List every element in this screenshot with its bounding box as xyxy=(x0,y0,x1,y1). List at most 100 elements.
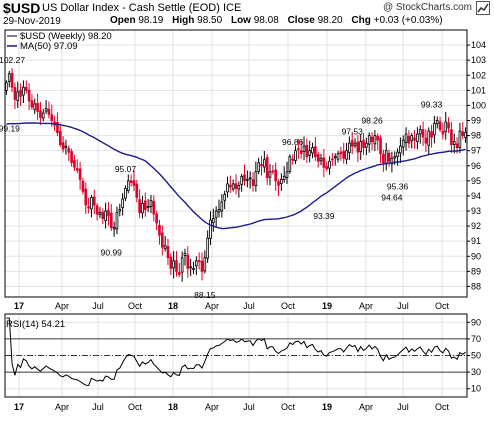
time-tick-label: Oct xyxy=(281,301,296,311)
candle-body xyxy=(285,171,289,178)
candle-body xyxy=(169,256,173,269)
candle-body xyxy=(407,135,411,144)
candle-body xyxy=(379,137,382,155)
candle-body xyxy=(237,184,241,190)
candle-body xyxy=(67,148,71,153)
candle-body xyxy=(73,160,76,168)
candle-body xyxy=(138,199,141,213)
candle-body xyxy=(149,200,153,207)
price-annotation: 95.07 xyxy=(115,164,137,174)
candle-body xyxy=(160,232,164,248)
candle-body xyxy=(50,114,54,121)
candle-body xyxy=(260,164,263,167)
price-annotation: 95.36 xyxy=(387,181,409,191)
candle-body xyxy=(319,157,323,162)
candle-body xyxy=(87,206,90,209)
candle-body xyxy=(421,129,425,138)
candle-body xyxy=(348,142,351,153)
price-annotations: 102.27 99.19 95.07 90.99 88.15 96.86 93.39 97.5… xyxy=(0,55,442,300)
candle-body xyxy=(297,148,300,151)
price-tick-label: 92 xyxy=(471,221,481,231)
candle-body xyxy=(413,137,416,141)
candle-body xyxy=(399,145,402,154)
time-tick-label: Apr xyxy=(205,301,219,311)
price-tick-label: 95 xyxy=(471,176,481,186)
candle-body xyxy=(78,168,82,180)
candle-body xyxy=(132,180,136,186)
candle-body xyxy=(370,136,374,143)
time-tick-label: Jul xyxy=(397,402,409,412)
candle-body xyxy=(308,150,312,156)
candle-body xyxy=(311,147,314,154)
candle-body xyxy=(356,141,360,153)
candle-body xyxy=(129,180,133,183)
price-annotation: 99.19 xyxy=(0,124,20,134)
candle-body xyxy=(450,129,453,146)
price-tick-label: 96 xyxy=(471,161,481,171)
candle-body xyxy=(243,174,246,182)
rsi-legend: RSI(14) 54.21 xyxy=(6,319,65,330)
candle-body xyxy=(214,210,218,218)
exchange-label: ICE xyxy=(222,2,242,14)
candle-body xyxy=(382,153,385,164)
rsi-tick-label: 30 xyxy=(471,367,481,377)
candle-body xyxy=(146,206,150,208)
candle-body xyxy=(124,187,127,199)
time-tick-label: Oct xyxy=(281,402,296,412)
candle-body xyxy=(220,201,224,212)
time-tick-label: Jul xyxy=(92,402,104,412)
candle-body xyxy=(331,158,334,161)
rsi-tick-label: 90 xyxy=(471,317,481,327)
candle-body xyxy=(158,224,161,236)
candle-body xyxy=(95,205,99,215)
candle-body xyxy=(109,212,113,229)
candle-body xyxy=(339,151,343,155)
price-annotation: 99.33 xyxy=(421,100,443,110)
time-tick-label: Apr xyxy=(55,301,69,311)
candle-body xyxy=(231,183,235,190)
candle-body xyxy=(143,200,147,210)
chart-header: $USD US Dollar Index - Cash Settle (EOD)… xyxy=(0,0,494,30)
candle-body xyxy=(274,169,278,182)
candle-body xyxy=(234,183,238,189)
stockcharts-logo-icon xyxy=(476,1,490,15)
rsi-tick-label: 10 xyxy=(471,384,481,394)
candle-body xyxy=(444,121,448,132)
candle-body xyxy=(251,179,255,186)
candle-body xyxy=(246,178,249,181)
ma-legend: MA(50) 97.09 xyxy=(20,41,78,52)
candle-body xyxy=(316,153,320,162)
candle-body xyxy=(305,144,309,158)
price-legend: $USD (Weekly) 98.20 xyxy=(20,31,112,42)
candle-body xyxy=(455,143,459,149)
candle-body xyxy=(98,212,102,215)
candle-body xyxy=(387,152,391,162)
candle-body xyxy=(163,245,167,249)
candle-body xyxy=(353,142,357,147)
candle-body xyxy=(226,183,229,193)
candle-body xyxy=(180,257,184,273)
time-tick-label: 17 xyxy=(14,402,24,412)
candle-body xyxy=(229,184,232,188)
time-tick-label: Apr xyxy=(55,402,69,412)
time-tick-label: 18 xyxy=(168,301,178,311)
candles xyxy=(5,68,467,282)
candle-body xyxy=(328,160,331,169)
rsi-grid xyxy=(5,314,467,397)
time-tick-label: Jul xyxy=(92,301,104,311)
candle-body xyxy=(115,212,119,230)
candle-body xyxy=(10,73,14,88)
time-tick-label: Apr xyxy=(359,301,373,311)
candle-body xyxy=(33,103,37,110)
candle-body xyxy=(390,157,394,165)
candle-body xyxy=(345,150,348,160)
candle-body xyxy=(212,218,215,224)
candle-body xyxy=(13,87,17,100)
candle-body xyxy=(376,135,380,141)
watermark: @ StockCharts.com xyxy=(382,2,472,13)
price-tick-label: 88 xyxy=(471,281,481,291)
candle-body xyxy=(36,103,39,112)
candle-body xyxy=(64,145,68,148)
candle-body xyxy=(7,73,11,82)
candle-body xyxy=(183,252,187,256)
